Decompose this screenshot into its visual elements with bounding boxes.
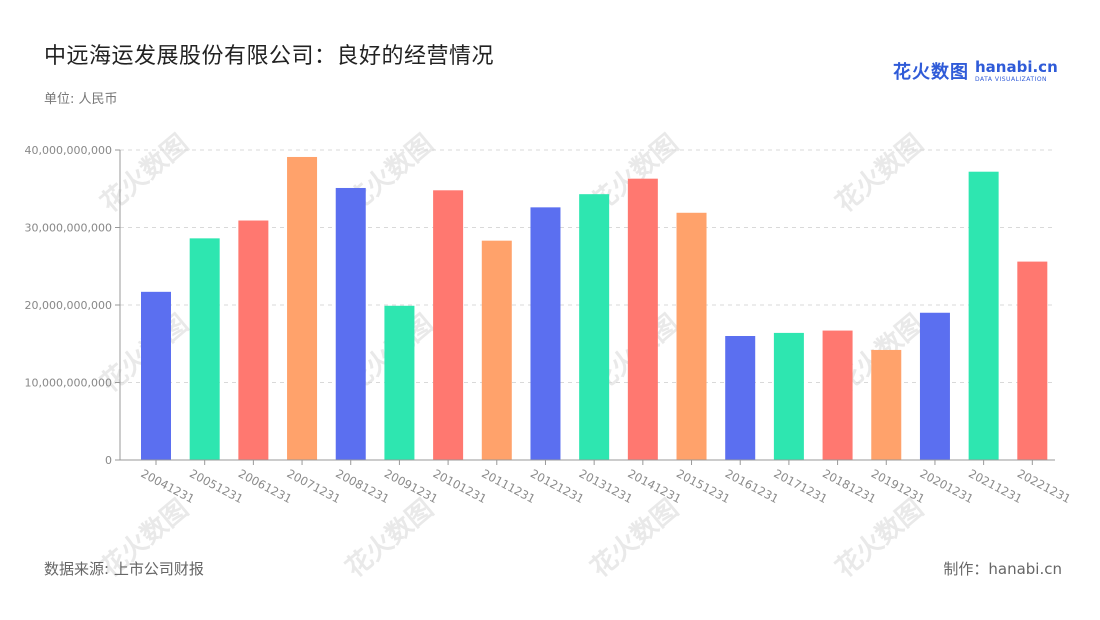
x-tick-label: 20171231 [771, 466, 829, 506]
bar [335, 187, 366, 460]
bars [141, 156, 1048, 461]
x-tick-label: 20191231 [869, 466, 927, 506]
data-source: 数据来源: 上市公司财报 [44, 560, 204, 578]
watermark-text: 花火数图 [95, 129, 194, 219]
x-tick-label: 20131231 [577, 466, 635, 506]
bar [871, 349, 902, 460]
bar [238, 220, 269, 460]
bar [627, 178, 658, 461]
bar [822, 330, 853, 460]
y-axis-ticks: 0 10,000,000,000 20,000,000,000 30,000,000,… [25, 144, 112, 467]
logo-tagline: DATA VISUALIZATION [975, 75, 1048, 83]
bar [676, 212, 707, 460]
watermark-text: 花火数图 [830, 129, 929, 219]
bar [968, 171, 999, 460]
chart-title: 中远海运发展股份有限公司：良好的经营情况 [44, 44, 495, 69]
bar [1017, 261, 1048, 460]
brand-logo: 花火数图 hanabi.cn DATA VISUALIZATION [893, 58, 1058, 84]
watermark-text: 花火数图 [585, 494, 684, 584]
x-tick-label: 20221231 [1015, 466, 1073, 506]
y-tick-label: 0 [105, 454, 112, 467]
bar [919, 312, 950, 460]
watermark-layer: 花火数图花火数图花火数图花火数图花火数图花火数图花火数图花火数图花火数图花火数图… [95, 129, 929, 584]
y-tick-label: 20,000,000,000 [25, 299, 112, 312]
watermark-text: 花火数图 [830, 494, 929, 584]
watermark-text: 花火数图 [340, 494, 439, 584]
bar [530, 207, 561, 460]
logo-text-cn: 花火数图 [893, 62, 969, 83]
x-tick-label: 20071231 [285, 466, 343, 506]
x-tick-label: 20101231 [431, 466, 489, 506]
y-tick-label: 40,000,000,000 [25, 144, 112, 157]
y-tick-label: 30,000,000,000 [25, 222, 112, 235]
bar [579, 194, 610, 461]
x-tick-label: 20121231 [528, 466, 586, 506]
x-tick-label: 20081231 [333, 466, 391, 506]
logo-domain: hanabi.cn [975, 57, 1058, 76]
credit: 制作：hanabi.cn [943, 560, 1062, 578]
bar [384, 305, 415, 460]
x-tick-label: 20051231 [187, 466, 245, 506]
x-axis-ticks: 2004123120051231200612312007123120081231… [139, 460, 1073, 506]
bar [725, 336, 756, 460]
x-tick-label: 20161231 [723, 466, 781, 506]
bar [773, 332, 804, 460]
bar [189, 238, 220, 460]
logo-text-en: hanabi.cn DATA VISUALIZATION [975, 57, 1058, 83]
y-tick-label: 10,000,000,000 [25, 377, 112, 390]
x-tick-label: 20061231 [236, 466, 294, 506]
x-tick-label: 20211231 [966, 466, 1024, 506]
x-tick-label: 20201231 [918, 466, 976, 506]
unit-label: 单位: 人民币 [44, 92, 118, 107]
x-tick-label: 20141231 [625, 466, 683, 506]
bar [141, 291, 171, 460]
x-tick-label: 20181231 [820, 466, 878, 506]
x-tick-label: 20151231 [674, 466, 732, 506]
x-tick-label: 20111231 [479, 466, 537, 506]
bar [481, 240, 512, 460]
bar [433, 190, 464, 461]
bar [287, 156, 318, 460]
